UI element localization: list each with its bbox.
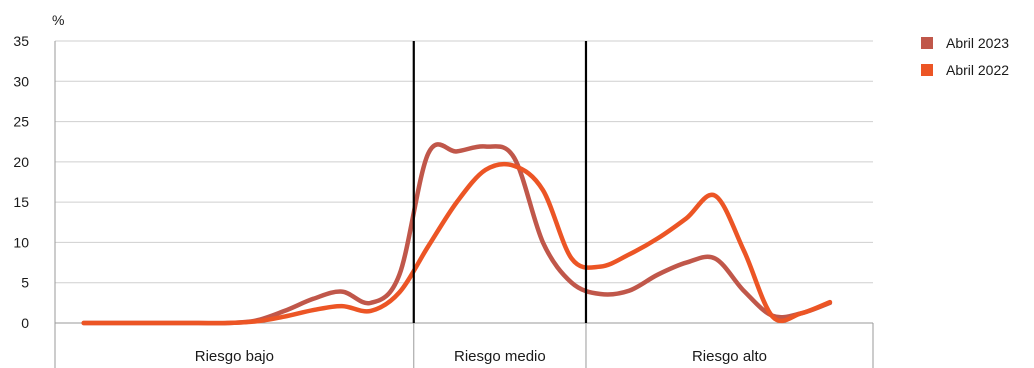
zone-dividers <box>412 41 588 323</box>
legend-swatch-1 <box>921 64 933 76</box>
y-tick-label-0: 0 <box>21 315 29 331</box>
x-axis-zone-box <box>54 41 874 368</box>
y-tick-label-25: 25 <box>13 114 29 130</box>
series-line-1 <box>81 161 833 326</box>
legend-swatch-0 <box>921 37 933 49</box>
y-axis-ticks: 0 5 10 15 20 25 30 35 <box>13 33 29 331</box>
y-tick-label-35: 35 <box>13 33 29 49</box>
zone-label-1: Riesgo medio <box>454 348 546 365</box>
zone-label-2: Riesgo alto <box>692 348 767 365</box>
y-tick-label-30: 30 <box>13 73 29 89</box>
y-tick-label-20: 20 <box>13 154 29 170</box>
zone-label-0: Riesgo bajo <box>195 348 274 365</box>
legend-label-0: Abril 2023 <box>946 35 1009 51</box>
legend: Abril 2023 Abril 2022 <box>921 35 1009 78</box>
zone-labels: Riesgo bajo Riesgo medio Riesgo alto <box>195 348 767 365</box>
legend-label-1: Abril 2022 <box>946 62 1009 78</box>
y-tick-label-10: 10 <box>13 234 29 250</box>
grid-lines <box>55 40 873 284</box>
y-axis-unit-label: % <box>52 12 64 28</box>
series-line-0 <box>81 142 833 326</box>
series-lines <box>81 142 833 326</box>
y-tick-label-5: 5 <box>21 275 29 291</box>
y-tick-label-15: 15 <box>13 194 29 210</box>
